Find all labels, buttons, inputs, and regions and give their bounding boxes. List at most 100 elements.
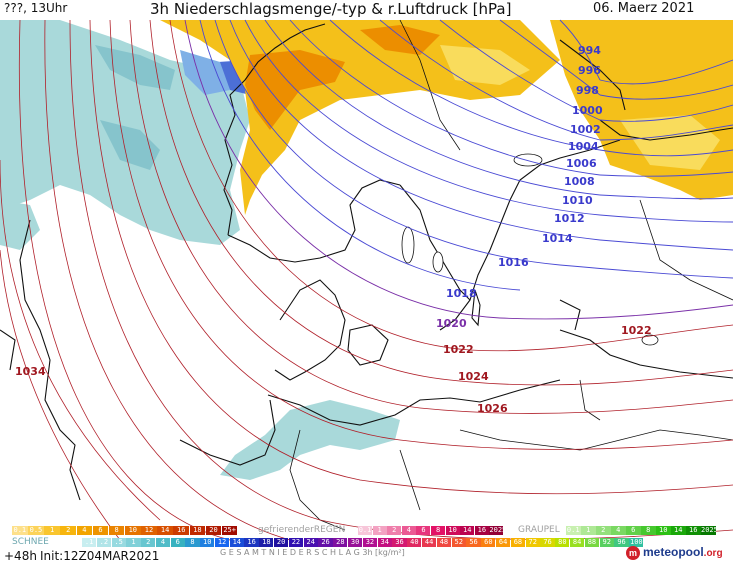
- isobar-label: 1020: [436, 317, 467, 330]
- snow-scale-swatch: 1: [126, 538, 141, 547]
- total-scale-swatch: 80: [555, 538, 570, 547]
- graupel-scale-swatch: 14: [671, 526, 686, 535]
- isobar-purple: [184, 19, 733, 320]
- total-scale-swatch: 84: [570, 538, 585, 547]
- rain-scale-swatch: 16: [173, 526, 190, 535]
- snow-scale-swatch: 10: [200, 538, 215, 547]
- freezing-rain-scale: 0.1124681014162025+: [358, 526, 504, 535]
- rain-scale-swatch: 1: [44, 526, 60, 535]
- rain-scale-swatch: 14: [157, 526, 173, 535]
- graupel-scale-swatch: 0.1: [566, 526, 581, 535]
- isobar-label: 1018: [446, 287, 477, 300]
- isobar-label: 996: [578, 64, 601, 77]
- rain-scale-swatch: 18: [189, 526, 206, 535]
- total-scale-swatch: 60: [481, 538, 496, 547]
- meteopool-logo[interactable]: m meteopool.org: [626, 545, 730, 563]
- total-scale-swatch: 68: [510, 538, 526, 547]
- freezing-scale-swatch: 16: [474, 526, 489, 535]
- freezing-scale-swatch: 10: [445, 526, 460, 535]
- freezing-scale-swatch: 6: [416, 526, 431, 535]
- freezing-scale-swatch: 0.1: [358, 526, 373, 535]
- total-scale-swatch: 36: [392, 538, 407, 547]
- isobar-label: 994: [578, 44, 601, 57]
- rain-scale-swatch: 6: [92, 526, 109, 535]
- total-scale-swatch: 56: [466, 538, 481, 547]
- total-scale-swatch: 72: [525, 538, 540, 547]
- total-scale-swatch: 100: [629, 538, 644, 547]
- total-precip-label: G E S A M T N I E D E R S C H L A G 3h […: [220, 548, 405, 557]
- snow-scale-swatch: 4: [155, 538, 171, 547]
- freezing-scale-swatch: 1: [372, 526, 387, 535]
- snow-scale-swatch: 6: [170, 538, 185, 547]
- snow-scale-swatch: 14: [229, 538, 244, 547]
- rain-scale-swatch: 2: [60, 526, 77, 535]
- rain-scale-swatch: 10: [125, 526, 141, 535]
- rain-light-area: [440, 45, 720, 170]
- isobar-label: 1004: [568, 140, 599, 153]
- isobar-label: 1024: [458, 370, 489, 383]
- total-scale-swatch: 96: [614, 538, 629, 547]
- isobar-label: 1016: [498, 256, 529, 269]
- isobar-label: 1012: [554, 212, 585, 225]
- total-scale-swatch: 52: [451, 538, 466, 547]
- graupel-scale: 0.1124681014162025+: [566, 526, 716, 535]
- snow-scale-swatch: 2: [141, 538, 156, 547]
- total-scale-swatch: 88: [584, 538, 600, 547]
- graupel-label: GRAUPEL: [518, 525, 560, 535]
- snow-scale-swatch: .1: [82, 538, 97, 547]
- snow-scale-swatch: .2: [96, 538, 112, 547]
- isobars-blue: [199, 19, 601, 291]
- total-scale: 20 22 24 26 28 30 32 34 36 40 44 48 52 56 60 64 68 72 76 80…: [274, 538, 644, 547]
- rain-scale-swatch: 0.5: [28, 526, 44, 535]
- freezing-scale-swatch: 4: [401, 526, 416, 535]
- isobar-label: 1008: [564, 175, 595, 188]
- logo-icon: m: [626, 545, 640, 560]
- isobar-label: 1010: [562, 194, 593, 207]
- total-scale-swatch: 24: [303, 538, 318, 547]
- snow-scale-swatch: 18: [259, 538, 274, 547]
- isobar-label: 1022: [443, 343, 474, 356]
- coastlines: [0, 19, 733, 531]
- rain-scale: 0.1 0.5 1 2 4 6 8 10 12 14 16 18 20 25+: [12, 526, 238, 535]
- forecast-lead: +48h: [4, 549, 37, 563]
- isobar-label: 1014: [542, 232, 573, 245]
- total-scale-swatch: 92: [599, 538, 614, 547]
- graupel-scale-swatch: 8: [641, 526, 656, 535]
- logo-tld: .org: [703, 548, 723, 559]
- snow-blue-area: [180, 50, 230, 95]
- freezing-rain-label: gefrierenderREGEN: [258, 525, 346, 535]
- isobar-label: 1022: [621, 324, 652, 337]
- total-scale-swatch: 76: [540, 538, 555, 547]
- init-time: Init:12Z04MAR2021: [40, 549, 160, 563]
- isobar-label: 1000: [572, 104, 603, 117]
- isobar-label: 998: [576, 84, 599, 97]
- isobars-upper-right: [559, 59, 733, 279]
- total-scale-swatch: 32: [362, 538, 378, 547]
- graupel-scale-swatch: 1: [581, 526, 596, 535]
- rain-scale-swatch: 12: [141, 526, 157, 535]
- snow-area-dark: [95, 45, 175, 170]
- total-scale-swatch: 20: [274, 538, 289, 547]
- snow-label: SCHNEE: [12, 537, 49, 547]
- total-scale-swatch: 22: [288, 538, 304, 547]
- header-date: 06. Maerz 2021: [593, 1, 695, 16]
- logo-brand: meteopool: [643, 545, 704, 559]
- total-scale-swatch: 44: [422, 538, 437, 547]
- isobar-label: 1026: [477, 402, 508, 415]
- freezing-scale-swatch: 8: [431, 526, 446, 535]
- graupel-scale-swatch: 6: [626, 526, 641, 535]
- isobar-label: 1002: [570, 123, 601, 136]
- isobar-label: 1006: [566, 157, 597, 170]
- total-scale-swatch: 48: [436, 538, 452, 547]
- total-scale-swatch: 34: [377, 538, 392, 547]
- snow-scale: .1.2.5 1 2 4 6 8 10 12 14 16 18: [82, 538, 274, 547]
- graupel-scale-swatch: 16: [686, 526, 701, 535]
- rain-scale-swatch: 4: [76, 526, 93, 535]
- legend-row-1: 0.1 0.5 1 2 4 6 8 10 12 14 16 18 20 25+ gefrierenderR…: [0, 525, 733, 538]
- legend-row-2: SCHNEE .1.2.5 1 2 4 6 8 10 12 14 16 18 20 22 24 26 28 3…: [0, 537, 733, 550]
- isobar-labels: 994 996 998 1000 1002 1004 1006 1008 101…: [15, 44, 652, 415]
- total-scale-swatch: 26: [318, 538, 333, 547]
- snow-scale-swatch: 8: [185, 538, 200, 547]
